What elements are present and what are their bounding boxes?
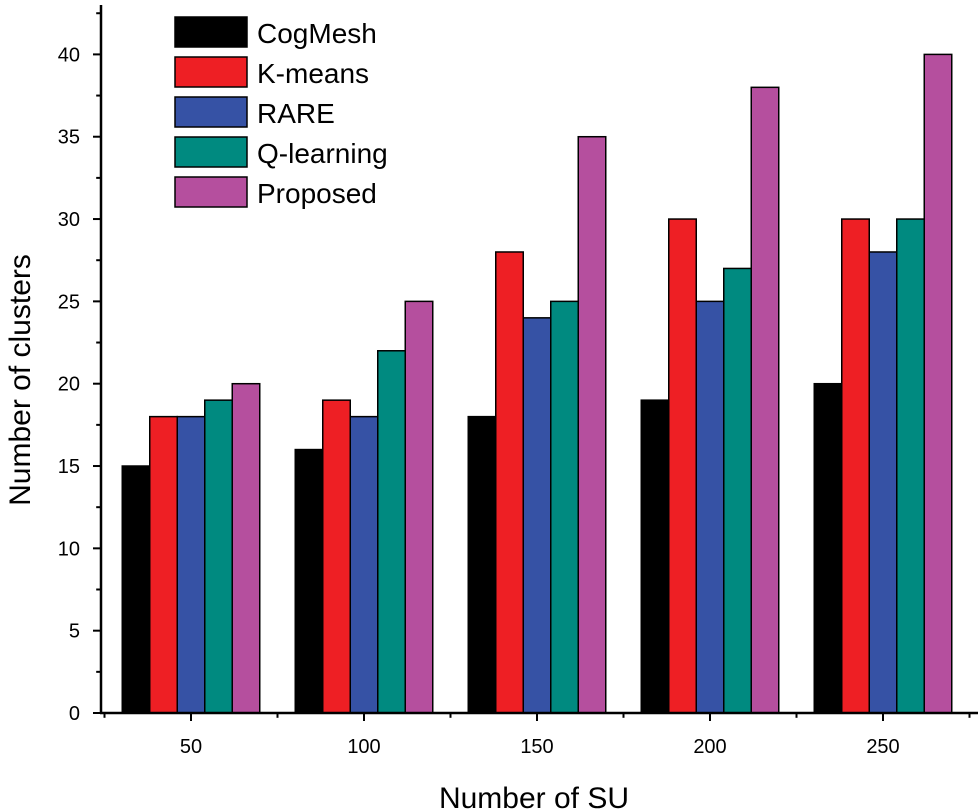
bar-proposed-150 bbox=[577, 135, 607, 714]
legend-label: K-means bbox=[257, 58, 369, 89]
bar-rare-250 bbox=[868, 251, 898, 714]
legend-swatch-k-means bbox=[174, 56, 248, 88]
legend-swatch-q-learning bbox=[174, 136, 248, 168]
legend-label: Q-learning bbox=[257, 138, 388, 169]
bar-q-learning-200 bbox=[723, 267, 752, 714]
bar-cogmesh-50 bbox=[121, 465, 151, 714]
bar-rare-150 bbox=[522, 317, 552, 714]
bar-q-learning-100 bbox=[377, 350, 406, 714]
bar-k-means-150 bbox=[495, 251, 524, 714]
bar-rare-50 bbox=[176, 415, 206, 714]
y-tick-label: 20 bbox=[58, 374, 80, 396]
y-tick-label: 30 bbox=[58, 209, 80, 231]
bar-rare-200 bbox=[695, 300, 725, 714]
legend-label: CogMesh bbox=[257, 18, 377, 49]
x-tick-label: 150 bbox=[520, 736, 553, 758]
y-axis-label: Number of clusters bbox=[4, 254, 37, 506]
y-tick-label: 40 bbox=[58, 44, 80, 66]
x-tick-label: 50 bbox=[180, 736, 202, 758]
bar-cogmesh-100 bbox=[294, 448, 324, 714]
y-tick-label: 15 bbox=[58, 456, 80, 478]
x-axis-label: Number of SU bbox=[439, 782, 629, 811]
y-tick-label: 25 bbox=[58, 291, 80, 313]
legend-swatch-proposed bbox=[174, 176, 248, 208]
y-tick-label: 10 bbox=[58, 538, 80, 560]
y-tick-label: 35 bbox=[58, 127, 80, 149]
legend-label: Proposed bbox=[257, 178, 377, 209]
x-tick-label: 250 bbox=[866, 736, 899, 758]
bar-rare-100 bbox=[349, 415, 379, 714]
bar-k-means-50 bbox=[149, 415, 178, 714]
legend-swatch-rare bbox=[174, 96, 248, 128]
bar-proposed-50 bbox=[231, 382, 261, 714]
bar-q-learning-250 bbox=[896, 218, 925, 714]
bars-group bbox=[121, 53, 953, 714]
bar-q-learning-150 bbox=[550, 300, 579, 714]
bar-proposed-200 bbox=[750, 86, 780, 714]
y-tick-label: 5 bbox=[69, 621, 80, 643]
x-tick-label: 100 bbox=[347, 736, 380, 758]
bar-proposed-100 bbox=[404, 300, 434, 714]
bar-proposed-250 bbox=[923, 53, 953, 714]
bar-k-means-200 bbox=[668, 218, 697, 714]
legend: CogMesh K-means RARE Q-learning Proposed bbox=[174, 16, 388, 209]
y-ticks: 0 5 10 15 20 25 30 35 40 bbox=[58, 12, 101, 725]
bar-cogmesh-150 bbox=[467, 415, 497, 714]
x-tick-label: 200 bbox=[693, 736, 726, 758]
bar-cogmesh-200 bbox=[640, 399, 670, 714]
bar-q-learning-50 bbox=[204, 399, 233, 714]
bar-cogmesh-250 bbox=[813, 382, 843, 714]
y-tick-label: 0 bbox=[69, 703, 80, 725]
bar-k-means-100 bbox=[322, 399, 351, 714]
legend-swatch-cogmesh bbox=[174, 16, 248, 48]
bar-k-means-250 bbox=[841, 218, 870, 714]
legend-label: RARE bbox=[257, 98, 335, 129]
x-ticks: 50 100 150 200 250 bbox=[103, 713, 971, 758]
